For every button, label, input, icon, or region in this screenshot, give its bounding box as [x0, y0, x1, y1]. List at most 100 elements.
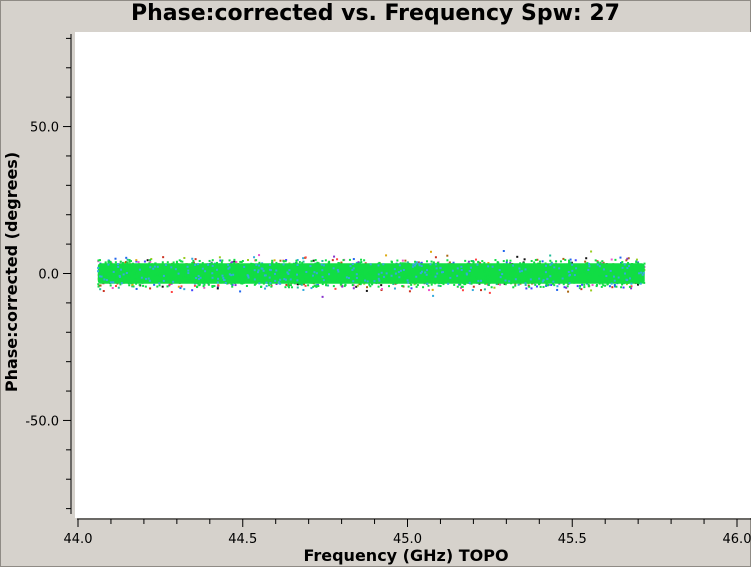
- data-point: [518, 281, 521, 284]
- data-point: [428, 289, 431, 292]
- data-point: [512, 269, 515, 272]
- data-point: [113, 269, 116, 272]
- data-point: [351, 265, 354, 268]
- data-point: [631, 281, 634, 284]
- data-point: [276, 267, 279, 270]
- data-point: [620, 286, 623, 289]
- data-point: [584, 264, 587, 267]
- data-point: [546, 277, 549, 280]
- data-point: [486, 278, 489, 281]
- data-point: [233, 281, 236, 284]
- data-point: [566, 272, 569, 275]
- data-point: [271, 261, 274, 264]
- data-point: [499, 270, 502, 273]
- data-point: [315, 270, 318, 273]
- data-point: [346, 273, 349, 276]
- data-point: [185, 281, 188, 284]
- data-point: [427, 284, 430, 287]
- data-point: [466, 262, 469, 265]
- data-point: [159, 272, 162, 275]
- data-point: [217, 265, 220, 268]
- data-point: [126, 258, 129, 261]
- data-point: [465, 269, 468, 272]
- data-point: [460, 285, 463, 288]
- data-point: [589, 268, 592, 271]
- data-point: [304, 278, 307, 281]
- data-point: [156, 285, 159, 288]
- data-point: [258, 282, 261, 285]
- data-point: [447, 272, 450, 275]
- data-point: [253, 269, 256, 272]
- data-point: [514, 284, 517, 287]
- data-point: [99, 275, 102, 278]
- data-point: [311, 276, 314, 279]
- data-point: [420, 261, 423, 264]
- data-point: [435, 267, 438, 270]
- data-point: [312, 285, 315, 288]
- data-point: [265, 285, 268, 288]
- data-point: [565, 286, 568, 289]
- data-point: [345, 276, 348, 279]
- data-point: [351, 277, 354, 280]
- data-point: [393, 266, 396, 269]
- data-point: [120, 282, 123, 285]
- data-point: [534, 283, 537, 286]
- data-point: [300, 283, 303, 286]
- data-point: [602, 284, 605, 287]
- data-point: [420, 264, 423, 267]
- data-point: [161, 266, 164, 269]
- data-point: [425, 260, 428, 263]
- data-point: [255, 263, 258, 266]
- data-point: [263, 274, 266, 277]
- data-point: [365, 289, 368, 292]
- data-point: [279, 278, 282, 281]
- data-point: [329, 270, 332, 273]
- data-point: [352, 280, 355, 283]
- data-point: [605, 280, 608, 283]
- data-point: [569, 261, 572, 264]
- data-point: [427, 271, 430, 274]
- data-point: [268, 284, 271, 287]
- data-point: [641, 273, 644, 276]
- data-point: [261, 267, 264, 270]
- data-point: [394, 272, 397, 275]
- data-point: [258, 261, 261, 264]
- data-point: [110, 269, 113, 272]
- data-point: [197, 275, 200, 278]
- data-point: [161, 261, 164, 264]
- data-point: [251, 263, 254, 266]
- data-point: [535, 285, 538, 288]
- data-point: [233, 258, 236, 261]
- data-point: [216, 287, 219, 290]
- data-point: [211, 264, 214, 267]
- data-point: [160, 265, 163, 268]
- data-point: [474, 264, 477, 267]
- data-point: [159, 267, 162, 270]
- data-point: [336, 269, 339, 272]
- data-point: [100, 275, 103, 278]
- data-point: [462, 265, 465, 268]
- data-point: [282, 260, 285, 263]
- data-point: [128, 275, 131, 278]
- data-point: [404, 262, 407, 265]
- data-point: [305, 273, 308, 276]
- data-point: [347, 277, 350, 280]
- data-point: [614, 273, 617, 276]
- data-point: [371, 283, 374, 286]
- data-point: [233, 261, 236, 264]
- data-point: [628, 285, 631, 288]
- data-point: [581, 283, 584, 286]
- data-point: [231, 266, 234, 269]
- data-point: [597, 266, 600, 269]
- data-point: [484, 282, 487, 285]
- data-point: [639, 282, 642, 285]
- data-point: [572, 264, 575, 267]
- data-point: [601, 260, 604, 263]
- data-point: [271, 272, 274, 275]
- data-point: [498, 269, 501, 272]
- data-point: [273, 259, 276, 262]
- data-point: [302, 260, 305, 263]
- data-point: [509, 262, 512, 265]
- data-point: [552, 272, 555, 275]
- data-point: [426, 269, 429, 272]
